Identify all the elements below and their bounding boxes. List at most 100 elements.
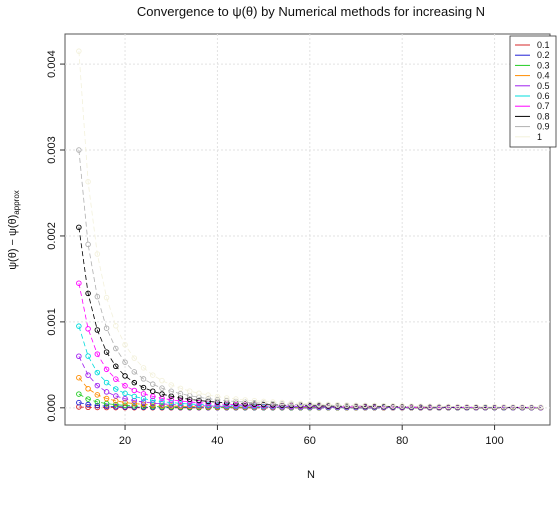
series-point: [85, 353, 91, 359]
series-point: [223, 397, 230, 404]
series-point: [251, 397, 258, 404]
series-point: [94, 392, 101, 398]
series-point: [196, 401, 202, 408]
series-point: [76, 48, 82, 54]
series-point: [159, 402, 165, 409]
series-point: [122, 342, 128, 348]
series-point: [279, 399, 285, 406]
series-point: [177, 390, 184, 397]
series-point: [140, 399, 147, 405]
series-point: [103, 403, 110, 409]
series-point: [76, 323, 82, 329]
series-point: [113, 363, 119, 370]
series-point: [168, 382, 174, 388]
series-point: [205, 402, 211, 408]
series-point: [510, 404, 516, 410]
series-point: [103, 325, 110, 331]
series-point: [260, 398, 267, 405]
series-point: [251, 399, 258, 406]
series-point: [113, 345, 119, 352]
series-point: [140, 376, 147, 382]
series-point: [242, 401, 248, 407]
series-point: [205, 398, 211, 405]
series-point: [85, 290, 91, 297]
series-point: [94, 369, 101, 376]
series-point: [214, 397, 221, 403]
series-point: [122, 383, 128, 389]
y-tick-label: 0.002: [46, 222, 58, 250]
series-point: [223, 401, 230, 408]
series-point: [94, 404, 101, 411]
y-tick-label: 0.001: [46, 308, 58, 336]
series-point: [140, 384, 147, 391]
series-point: [399, 403, 405, 409]
series-point: [85, 372, 91, 378]
series-point: [150, 397, 156, 404]
series-point: [85, 385, 91, 392]
series-point: [270, 399, 276, 405]
y-tick-label: 0.004: [46, 50, 58, 78]
series-point: [159, 391, 165, 397]
series-point: [85, 401, 91, 408]
series-point: [131, 400, 138, 407]
series-point: [140, 391, 147, 397]
legend: 0.10.20.30.40.50.60.70.80.91: [509, 35, 557, 148]
legend-label: 0.5: [537, 81, 550, 91]
series-point: [196, 390, 202, 397]
series-point: [205, 392, 211, 398]
series-point: [122, 395, 128, 402]
series-point: [113, 401, 119, 408]
series-point: [131, 379, 138, 386]
legend-label: 0.9: [537, 122, 550, 132]
series-point: [103, 366, 110, 373]
series-point: [85, 178, 91, 185]
series-point: [76, 391, 82, 397]
legend-label: 0.1: [537, 40, 550, 50]
plot-frame: [64, 33, 551, 426]
series-point: [288, 400, 295, 406]
series-point: [122, 402, 128, 409]
series-point: [482, 403, 489, 410]
x-tick-label: 100: [485, 435, 503, 447]
series-point: [159, 385, 165, 391]
series-point: [94, 327, 101, 333]
x-tick-label: 60: [304, 435, 316, 447]
series-point: [177, 402, 184, 408]
y-tick-label: 0.000: [46, 394, 58, 422]
series-point: [85, 241, 91, 248]
series-point: [214, 393, 221, 400]
series-point: [94, 251, 101, 257]
series-point: [344, 402, 350, 408]
series-point: [150, 393, 156, 400]
series-point: [316, 401, 322, 407]
series-point: [103, 349, 110, 355]
series-point: [150, 400, 156, 406]
legend-label: 1: [537, 132, 542, 142]
series-point: [251, 401, 258, 407]
series-point: [196, 399, 202, 406]
series-point: [159, 398, 165, 405]
series-point: [242, 399, 248, 405]
series-point: [76, 280, 82, 286]
series-point: [159, 377, 165, 384]
series-line-1: [78, 51, 541, 408]
series-point: [196, 394, 202, 401]
y-axis-label: ψ(θ) − ψ(θ)approx: [7, 190, 21, 270]
series-point: [307, 401, 313, 407]
series-point: [76, 147, 82, 153]
series-point: [94, 382, 101, 389]
legend-label: 0.3: [537, 60, 550, 70]
legend-label: 0.2: [537, 50, 550, 60]
series-point: [538, 404, 544, 410]
legend-box: [509, 35, 557, 148]
series-point: [85, 396, 91, 402]
x-tick-label: 20: [119, 435, 131, 447]
series-point: [473, 403, 479, 410]
series-point: [427, 403, 433, 409]
series-point: [491, 403, 498, 410]
series-line-0-9: [78, 149, 541, 408]
series-point: [94, 402, 101, 409]
series-point: [454, 403, 461, 410]
series-point: [205, 395, 211, 402]
